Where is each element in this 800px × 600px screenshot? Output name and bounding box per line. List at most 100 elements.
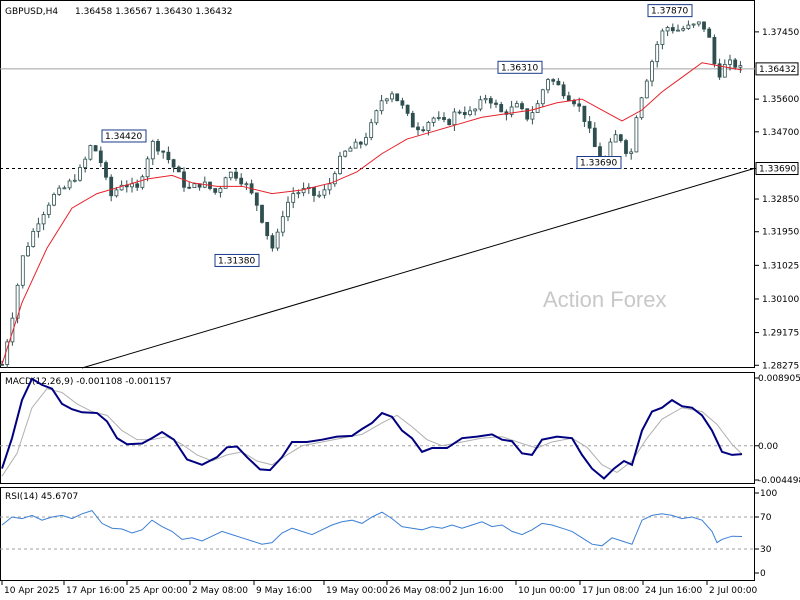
candle-body — [31, 230, 36, 247]
time-tick-label: 24 Jun 16:00 — [645, 586, 702, 596]
candle-body — [26, 246, 30, 257]
time-tick-label: 9 May 16:00 — [256, 586, 312, 596]
candle-body — [566, 95, 571, 102]
candle-body — [192, 183, 197, 189]
time-tick-label: 2 Jun 16:00 — [452, 586, 504, 596]
candle-body — [234, 171, 238, 179]
candle-body — [499, 104, 504, 113]
rsi-title: RSI(14) 45.6707 — [5, 492, 78, 502]
candle-body — [618, 134, 623, 141]
current-price-tag-label: 1.36432 — [759, 65, 796, 75]
candle-body — [62, 187, 67, 190]
candle-body — [520, 103, 524, 110]
candle-body — [93, 145, 98, 152]
candle-body — [109, 176, 114, 197]
candle-body — [738, 65, 743, 68]
current-price-tag-box — [755, 62, 799, 76]
candle-body — [176, 166, 181, 173]
candle-body — [52, 193, 56, 206]
time-tick-label: 10 Apr 2025 — [4, 586, 60, 596]
price-overlays — [1, 62, 755, 369]
candle-body — [244, 183, 249, 186]
candle-body — [525, 108, 530, 120]
moving-average-line — [1, 62, 743, 365]
macd-tick-label: -0.004498 — [758, 476, 800, 486]
candle-body — [639, 97, 644, 119]
rsi-tick-label: 70 — [760, 513, 772, 523]
candle-body — [145, 158, 150, 178]
candle-body — [452, 111, 457, 126]
rsi-panel-frame — [0, 487, 755, 581]
candle-body — [473, 108, 478, 112]
candle-body — [332, 173, 337, 185]
rsi-line — [1, 510, 743, 547]
candle-body — [686, 24, 691, 29]
candle-body — [494, 102, 498, 105]
level-price-tag-box — [755, 162, 799, 176]
candle-body — [239, 177, 244, 185]
candle-body — [280, 216, 285, 233]
annotation-box — [214, 253, 260, 267]
rsi-tick-label: 30 — [760, 545, 772, 555]
candle-body — [457, 111, 462, 114]
rsi-tick-label: 0 — [760, 569, 766, 579]
price-tick-label: 1.37450 — [762, 28, 799, 38]
candle-body — [166, 151, 171, 161]
price-tick-label: 1.32850 — [762, 195, 799, 205]
candle-body — [728, 59, 732, 65]
time-tick-label: 17 Apr 16:00 — [66, 586, 125, 596]
candle-body — [161, 150, 166, 153]
candle-body — [0, 363, 4, 366]
candle-body — [421, 129, 426, 132]
time-tick-label: 2 May 08:00 — [192, 586, 248, 596]
candle-body — [468, 110, 472, 116]
price-tick-label: 1.35600 — [762, 95, 799, 105]
candle-body — [478, 99, 483, 110]
candle-body — [655, 44, 660, 63]
candle-body — [483, 98, 488, 101]
candle-body — [400, 100, 405, 106]
candle-body — [348, 147, 353, 152]
candle-body — [670, 27, 675, 32]
candle-body — [223, 177, 228, 189]
candle-body — [187, 186, 192, 189]
price-tick-label: 1.29175 — [762, 329, 799, 339]
candle-body — [650, 61, 654, 82]
candle-body — [213, 188, 218, 193]
candle-body — [67, 180, 72, 189]
candle-body — [301, 188, 306, 194]
candle-body — [369, 122, 374, 138]
annotation: 1.31380 — [214, 253, 260, 267]
candle-body — [291, 193, 296, 203]
candle-body — [644, 80, 649, 99]
candle-body — [561, 84, 566, 97]
price-gridlines — [0, 68, 755, 170]
candle-body — [364, 137, 368, 145]
candle-body — [488, 98, 493, 104]
annotation-box — [647, 4, 693, 18]
candle-body — [587, 121, 592, 129]
macd-signal-line — [1, 388, 743, 477]
candle-body — [72, 179, 77, 182]
candle-body — [130, 183, 134, 188]
rsi-series — [0, 510, 755, 550]
candle-body — [78, 167, 82, 181]
candle-body — [135, 183, 140, 188]
candle-body — [436, 117, 441, 119]
macd-main-line — [1, 377, 743, 480]
candle-body — [379, 100, 384, 112]
annotation: 1.34420 — [101, 129, 147, 143]
candle-body — [624, 140, 628, 154]
candle-body — [254, 192, 259, 206]
candle-body — [104, 162, 108, 178]
candle-body — [540, 89, 545, 105]
macd-series — [0, 377, 755, 480]
candle-body — [546, 79, 550, 91]
candle-body — [416, 126, 420, 131]
candle-body — [140, 176, 145, 188]
candle-body — [312, 186, 316, 196]
price-tick-label: 1.31025 — [762, 261, 799, 271]
candle-body — [338, 155, 342, 175]
time-tick-label: 17 Jun 08:00 — [582, 586, 639, 596]
macd-title: MACD(12,26,9) -0.001108 -0.001157 — [5, 377, 171, 387]
